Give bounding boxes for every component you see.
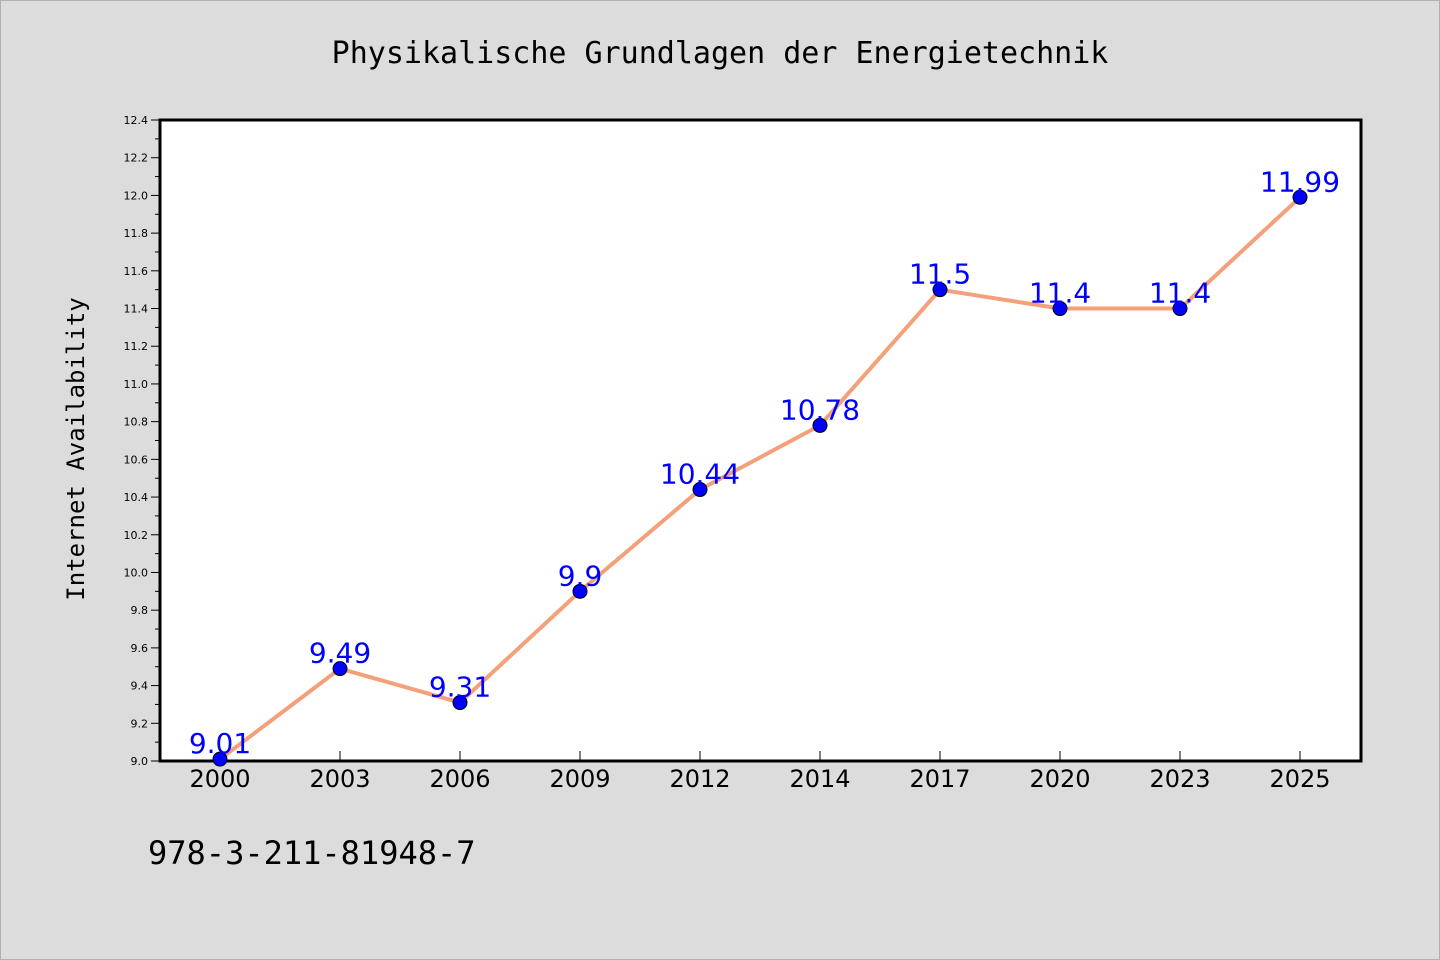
data-label: 11.4 (1149, 277, 1211, 310)
chart-title: Physikalische Grundlagen der Energietech… (332, 36, 1109, 71)
y-tick-label: 12.4 (124, 114, 149, 127)
x-tick-label: 2006 (429, 765, 490, 793)
y-tick-label: 10.6 (124, 453, 149, 466)
y-tick-label: 11.2 (124, 340, 149, 353)
x-tick-label: 2025 (1269, 765, 1330, 793)
data-point (452, 695, 468, 711)
data-label: 9.9 (558, 559, 603, 592)
y-tick-label: 10.2 (124, 529, 149, 542)
y-tick-label: 12.0 (124, 189, 149, 202)
x-tick-label: 2023 (1149, 765, 1210, 793)
data-label: 11.99 (1260, 165, 1340, 198)
data-point (812, 417, 828, 433)
x-axis: 2000 2003 2006 2009 2012 2014 2017 2020 2023 2025 (189, 751, 1331, 793)
data-label: 9.49 (309, 637, 371, 670)
data-point (692, 482, 708, 498)
y-tick-label: 11.0 (124, 378, 149, 391)
data-label: 10.78 (780, 393, 860, 426)
data-label: 10.44 (660, 458, 740, 491)
y-tick-label: 11.6 (124, 265, 149, 278)
x-tick-label: 2012 (669, 765, 730, 793)
x-tick-label: 2014 (789, 765, 850, 793)
x-tick-label: 2017 (909, 765, 970, 793)
isbn-text: 978-3-211-81948-7 (148, 834, 476, 872)
x-tick-label: 2000 (189, 765, 250, 793)
y-tick-label: 10.0 (124, 566, 149, 579)
y-tick-label: 12.2 (124, 152, 149, 165)
y-tick-label: 9.8 (131, 604, 149, 617)
data-point (1292, 189, 1308, 205)
y-tick-label: 9.0 (131, 755, 149, 768)
y-tick-label: 9.2 (131, 717, 149, 730)
data-point (572, 583, 588, 599)
data-point (1172, 301, 1188, 317)
data-point (932, 282, 948, 298)
y-tick-label: 11.4 (124, 303, 149, 316)
y-tick-label: 10.8 (124, 416, 149, 429)
data-label: 9.01 (189, 727, 251, 760)
data-point (212, 751, 228, 767)
y-tick-label: 9.4 (131, 680, 149, 693)
data-point (332, 661, 348, 677)
y-tick-label: 11.8 (124, 227, 149, 240)
y-tick-label: 9.6 (131, 642, 149, 655)
plot-area (158, 118, 1363, 763)
x-tick-label: 2009 (549, 765, 610, 793)
data-point (1052, 301, 1068, 317)
y-axis: 9.0 9.2 9.4 9.6 9.8 10.0 10.2 10.4 10.6 10.8 11.0 1… (124, 114, 160, 768)
x-tick-label: 2020 (1029, 765, 1090, 793)
data-label: 11.4 (1029, 277, 1091, 310)
data-label: 9.31 (429, 671, 491, 704)
series-layer: 9.01 9.49 9.31 9.9 10.44 10.78 11.5 11.4 11.4 11.… (189, 165, 1340, 767)
y-tick-label: 10.4 (124, 491, 149, 504)
data-label: 11.5 (909, 258, 971, 291)
x-tick-label: 2003 (309, 765, 370, 793)
series-line (218, 195, 1302, 761)
y-axis-label: Internet Availability (62, 297, 90, 600)
